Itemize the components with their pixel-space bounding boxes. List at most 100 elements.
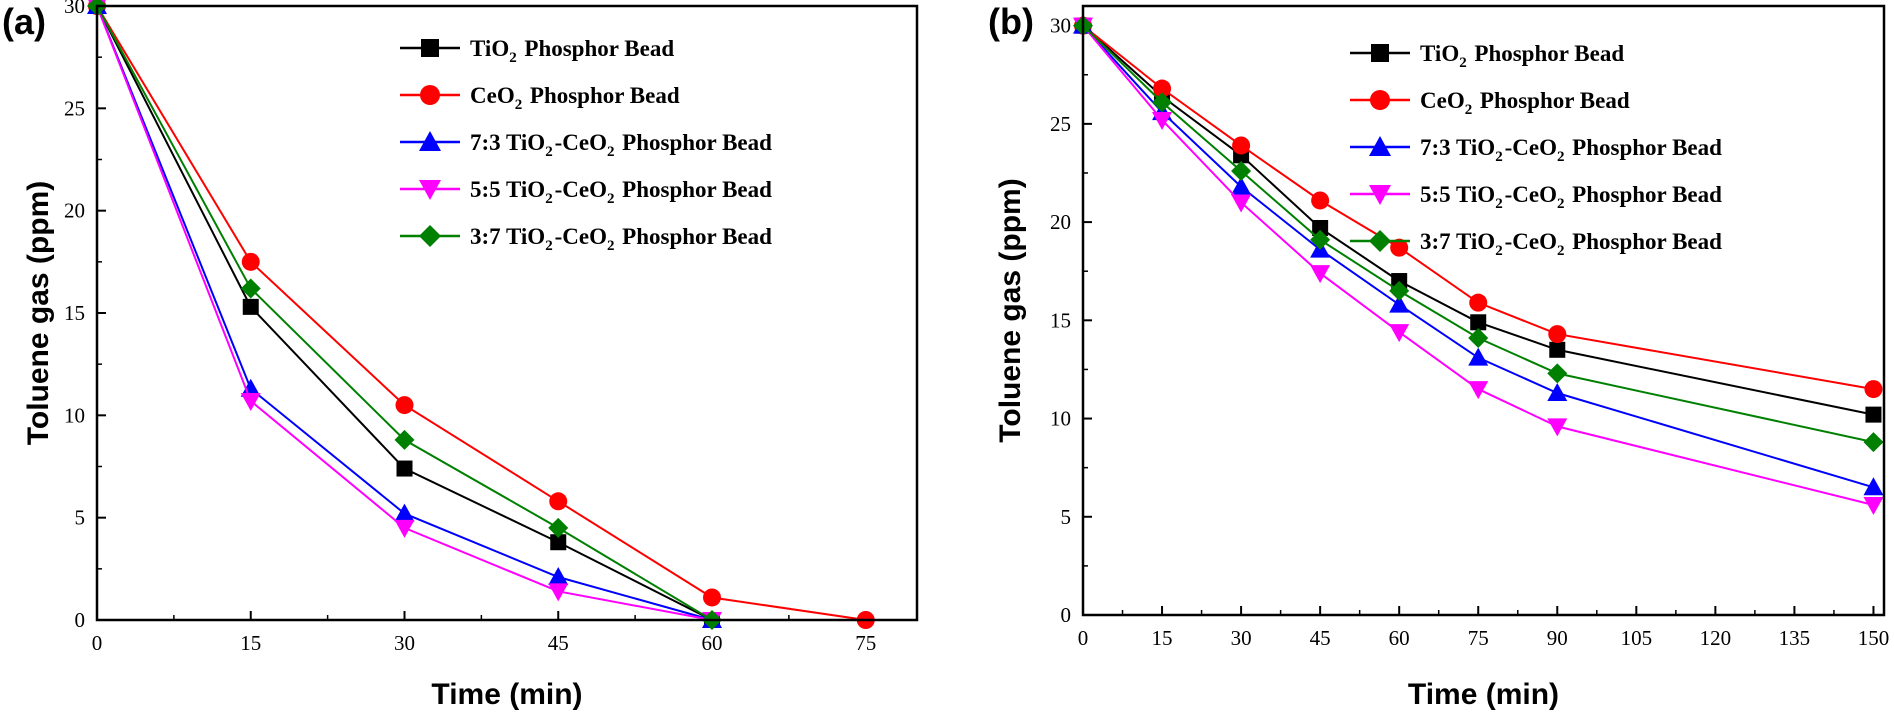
panel-a-x-tick-label: 60 [702,631,723,655]
panel-a-legend-label: 3:7 TiO2 -CeO2 Phosphor Bead [470,224,772,254]
panel-a-legend: TiO2 Phosphor Bead CeO2 Phosphor Bead 7:3 … [400,36,772,254]
panel-b-x-tick-label: 75 [1468,626,1489,650]
panel-b-x-tick-label: 90 [1547,626,1568,650]
panel-b-series-4-line [1082,24,1874,444]
panel-a-x-tick-label: 75 [855,631,876,655]
panel-b-x-tick-label: 120 [1700,626,1732,650]
panel-b-x-tick-label: 105 [1621,626,1653,650]
panel-b-legend-marker [1371,44,1389,62]
panel-b-series-1-point [1153,79,1172,98]
panel-b-legend-marker [1369,185,1391,205]
panel-a-y-tick-label: 25 [64,96,85,120]
panel-b-legend-label: TiO2 Phosphor Bead [1420,41,1624,71]
panel-b-legend-label: 5:5 TiO2 -CeO2 Phosphor Bead [1420,182,1722,212]
panel-b-series-4-point [1468,328,1489,349]
panel-b-legend-label: 3:7 TiO2 -CeO2 Phosphor Bead [1420,229,1722,259]
panel-a-legend-marker [419,225,441,247]
panel-b-series-3-point [1468,381,1489,400]
panel-b-series-3-point [1152,111,1173,130]
panel-b-series-3-line [1082,25,1874,506]
panel-a-x-tick-label: 45 [548,631,569,655]
panel-a-series-2-point [394,503,415,522]
panel-b-series-1-line [1082,24,1874,391]
panel-b-series-3-point [1389,324,1410,343]
panel-a-series-0-point [550,534,567,551]
panel-a-x-axis-title: Time (min) [431,678,582,711]
panel-b-series-0-line [1082,24,1874,416]
panel-a-series-1-point [703,588,721,607]
panel-b-x-tick-label: 60 [1389,626,1410,650]
panel-b-x-tick-label: 135 [1779,626,1811,650]
panel-b-y-tick-label: 25 [1050,112,1071,136]
panel-a-y-tick-label: 30 [64,0,85,18]
panel-b-x-tick-label: 30 [1231,626,1252,650]
panel-b-legend-label: 7:3 TiO2 -CeO2 Phosphor Bead [1420,135,1722,165]
panel-b-series-2-point [1231,176,1252,195]
panel-a-legend-label: TiO2 Phosphor Bead [470,36,674,66]
panel-a-plot-frame [95,4,919,622]
panel-b-x-tick-label: 45 [1310,626,1331,650]
panel-b-series-1-point [1390,238,1409,257]
panel-b-series-1-point [1548,325,1567,344]
panel-b-legend-label: CeO2 Phosphor Bead [1420,88,1630,118]
panel-a-series-1-line [96,5,866,621]
panel-b-legend: TiO2 Phosphor Bead CeO2 Phosphor Bead 7:3 … [1350,41,1722,259]
panel-b-series-3-point [1231,194,1252,213]
panel-b-series-4-point [1152,92,1173,113]
panel-a-legend-label: 5:5 TiO2 -CeO2 Phosphor Bead [470,177,772,207]
panel-b-plot-frame [1081,4,1886,617]
panel-b-x-axis-title: Time (min) [1408,678,1559,711]
panel-b-series-4-point [1547,363,1568,384]
panel-b-series-0-point [1312,219,1329,236]
panel-b-legend-marker [1369,136,1391,156]
panel-b-series-0-point [1549,341,1566,358]
panel-a-x-tick-label: 0 [92,631,103,655]
panel-b-series-2-point [1389,294,1410,313]
panel-a-y-tick-label: 15 [64,301,85,325]
panel-b-series-1-point [1311,191,1330,210]
panel-a-y-tick-label: 0 [75,608,86,632]
panel-b-series-4-point [1231,161,1252,182]
panel-a-series-1-point [549,492,568,511]
panel-b-y-tick-label: 10 [1050,407,1071,431]
panel-b-y-axis-title: Toluene gas (ppm) [994,178,1027,442]
panel-a-series-1-point [395,396,414,415]
panel-a-series-2-point [240,378,261,397]
panel-b-y-tick-label: 0 [1061,603,1072,627]
panel-a-series-3-point [394,519,415,538]
panel-a-label: (a) [2,1,46,42]
panel-a-y-tick-label: 10 [64,403,85,427]
panel-a: (a) 0 15 30 45 60 75 0 5 10 15 20 25 30 Time (min) T… [2,0,919,711]
panel-b: (b) 0 15 30 45 60 75 90 105 120 135 150 0 5 10 15 20 25 3… [988,1,1889,711]
panel-a-series-4-point [240,278,261,299]
panel-b-series-2-point [1863,477,1884,496]
panel-b-series-2-point [1468,347,1489,366]
panel-b-series-1-point [1469,293,1488,312]
panel-a-series-2-point [548,567,569,586]
panel-b-series-4-point [1863,432,1884,453]
panel-a-legend-marker [420,85,440,105]
panel-a-y-tick-label: 20 [64,199,85,223]
panel-b-x-tick-label: 150 [1858,626,1890,650]
panel-a-legend-marker [421,39,439,57]
panel-b-series-3-point [1547,418,1568,437]
panel-b-series-3-point [1863,496,1884,515]
panel-a-legend-marker [419,131,441,151]
panel-b-series-3-point [1310,265,1331,284]
panel-a-legend-label: CeO2 Phosphor Bead [470,83,680,113]
panel-b-series-1-point [1232,136,1251,155]
panel-a-y-tick-label: 5 [75,506,86,530]
panel-b-series-1-point [1864,380,1883,399]
panel-a-legend-marker [419,180,441,200]
panel-a-y-axis-title: Toluene gas (ppm) [22,181,55,445]
panel-b-series-4-point [1310,229,1331,250]
panel-b-series-0-point [1865,406,1882,423]
panel-a-series-0-point [396,460,413,477]
panel-b-series-0-point [1470,314,1487,331]
panel-a-x-tick-label: 30 [394,631,415,655]
panel-b-y-tick-label: 5 [1061,505,1072,529]
panel-b-series-2-line [1082,24,1874,489]
panel-a-series-4-point [394,429,415,450]
panel-b-label: (b) [988,1,1034,42]
